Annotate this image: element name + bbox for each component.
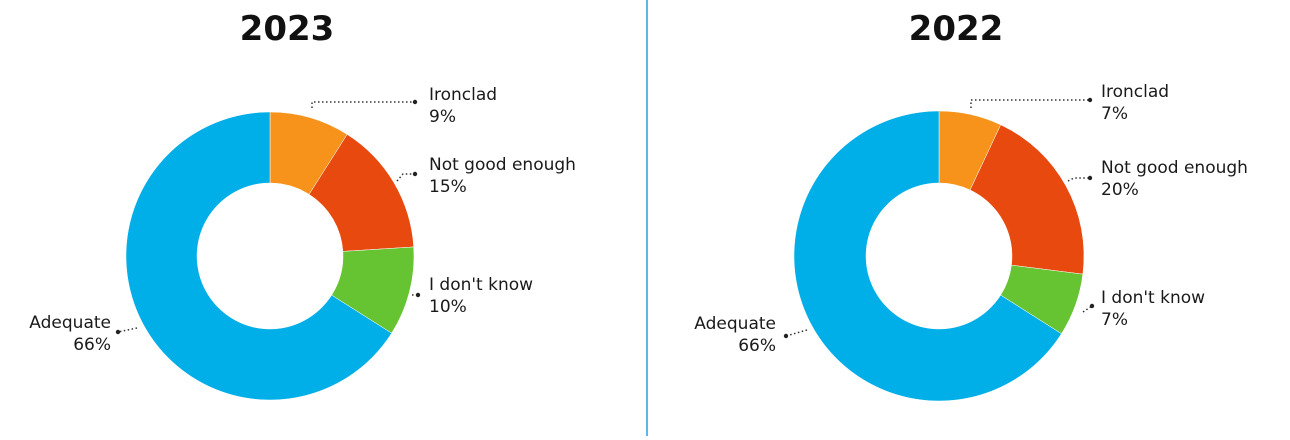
slice-value-not-good-enough: 15% bbox=[429, 177, 467, 197]
leader-dot-i-don-t-know bbox=[1089, 303, 1095, 309]
slice-label-ironclad: Ironclad bbox=[429, 85, 497, 105]
slice-label-adequate: Adequate bbox=[694, 314, 776, 334]
slice-label-i-don-t-know: I don't know bbox=[429, 275, 533, 295]
slice-label-ironclad: Ironclad bbox=[1101, 82, 1169, 102]
leader-dot-i-don-t-know bbox=[415, 292, 421, 298]
slice-label-i-don-t-know: I don't know bbox=[1101, 288, 1205, 308]
chart-title: 2022 bbox=[909, 9, 1004, 49]
leader-dot-ironclad bbox=[1087, 97, 1093, 103]
leader-line-adequate bbox=[117, 327, 138, 333]
leader-line-adequate bbox=[785, 329, 808, 337]
leader-line-not-good-enough bbox=[396, 173, 415, 182]
slice-label-not-good-enough: Not good enough bbox=[429, 155, 576, 175]
leader-line-ironclad bbox=[311, 101, 415, 108]
slice-not-good-enough bbox=[969, 124, 1085, 275]
leader-dot-ironclad bbox=[412, 99, 418, 105]
leader-line-ironclad bbox=[970, 99, 1090, 108]
slice-value-adequate: 66% bbox=[73, 335, 111, 355]
slice-value-not-good-enough: 20% bbox=[1101, 180, 1139, 200]
leader-dot-adequate bbox=[783, 333, 789, 339]
leader-dot-not-good-enough bbox=[412, 171, 418, 177]
leader-dot-not-good-enough bbox=[1087, 175, 1093, 181]
slice-label-adequate: Adequate bbox=[29, 313, 111, 333]
leader-line-not-good-enough bbox=[1067, 177, 1090, 182]
slice-adequate bbox=[125, 111, 392, 401]
slice-value-ironclad: 9% bbox=[429, 107, 456, 127]
slice-adequate bbox=[793, 110, 1062, 402]
slice-value-ironclad: 7% bbox=[1101, 104, 1128, 124]
slice-value-i-don-t-know: 10% bbox=[429, 297, 467, 317]
leader-dot-adequate bbox=[115, 329, 121, 335]
slice-value-i-don-t-know: 7% bbox=[1101, 310, 1128, 330]
chart-title: 2023 bbox=[240, 9, 335, 49]
slice-label-not-good-enough: Not good enough bbox=[1101, 158, 1248, 178]
slice-value-adequate: 66% bbox=[738, 336, 776, 356]
